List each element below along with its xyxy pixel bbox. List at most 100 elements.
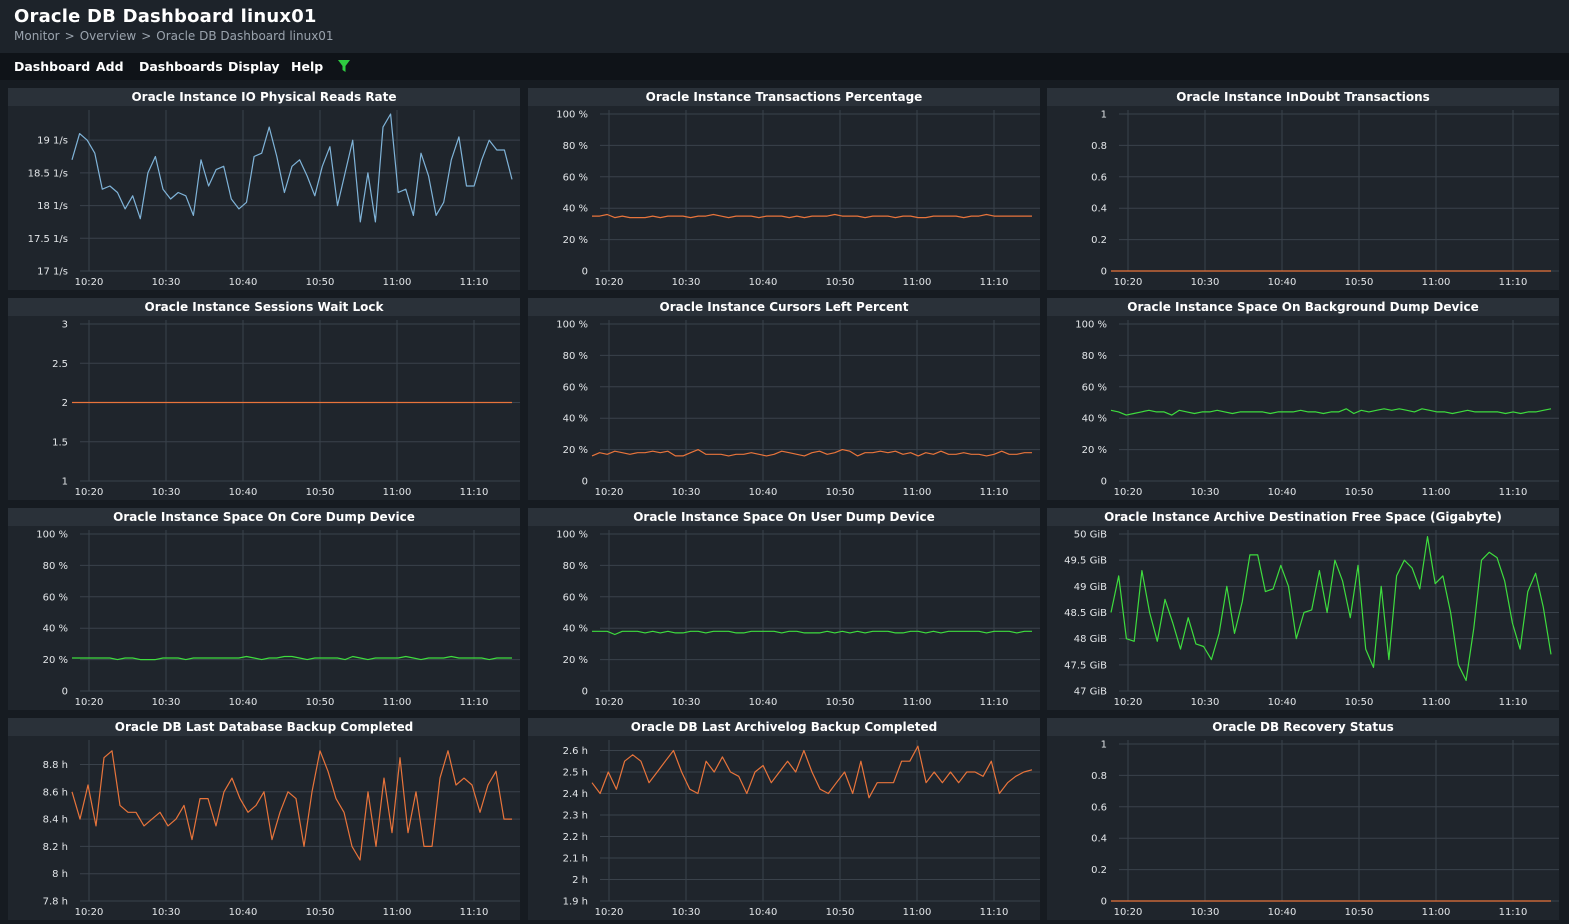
y-tick-label: 20 % (563, 445, 588, 456)
y-tick-label: 0.2 (1091, 235, 1107, 246)
chart-title: Oracle Instance Sessions Wait Lock (8, 298, 520, 316)
x-tick-label: 11:10 (980, 907, 1009, 918)
menu-add[interactable]: Add (96, 59, 124, 74)
y-tick-label: 8.6 h (43, 787, 68, 798)
y-tick-label: 1 (1101, 740, 1107, 751)
x-tick-label: 10:20 (1114, 277, 1143, 288)
x-tick-label: 11:00 (383, 697, 412, 708)
y-tick-label: 2.4 h (563, 789, 588, 800)
line-chart: 0 0.2 0.4 0.6 0.8 1 10:20 10:30 10:40 10:50 11:00 1… (1091, 110, 1559, 288)
x-tick-label: 11:10 (980, 697, 1009, 708)
y-tick-label: 2 (62, 398, 68, 409)
series-line (592, 630, 1032, 636)
chart-panel[interactable]: Oracle Instance Space On User Dump Devic… (528, 508, 1040, 710)
x-tick-label: 11:10 (1499, 277, 1528, 288)
series-line (72, 655, 512, 661)
chart-panel[interactable]: Oracle DB Last Database Backup Completed… (8, 718, 520, 920)
menu-dashboards[interactable]: Dashboards (139, 59, 223, 74)
x-tick-label: 11:10 (460, 277, 489, 288)
x-tick-label: 11:00 (1422, 487, 1451, 498)
x-tick-label: 10:30 (672, 277, 701, 288)
chart-panel[interactable]: Oracle DB Last Archivelog Backup Complet… (528, 718, 1040, 920)
y-tick-label: 18 1/s (37, 201, 68, 212)
x-tick-label: 10:40 (749, 907, 778, 918)
chart-panel[interactable]: Oracle Instance Transactions Percentage 0… (528, 88, 1040, 290)
x-tick-label: 11:00 (1422, 907, 1451, 918)
x-tick-label: 11:00 (383, 277, 412, 288)
x-tick-label: 10:20 (595, 907, 624, 918)
chart-panel[interactable]: Oracle Instance Cursors Left Percent 0 20 … (528, 298, 1040, 500)
chart-panel[interactable]: Oracle Instance Sessions Wait Lock 1 1.5 2 2… (8, 298, 520, 500)
y-tick-label: 0 (62, 687, 68, 698)
y-tick-label: 100 % (556, 110, 588, 121)
chart-panel[interactable]: Oracle Instance Space On Core Dump Devic… (8, 508, 520, 710)
y-tick-label: 2.1 h (563, 853, 588, 864)
x-tick-label: 10:40 (229, 907, 258, 918)
x-tick-label: 11:10 (1499, 697, 1528, 708)
line-chart: 1 1.5 2 2.5 3 10:20 10:30 10:40 10:50 11:00 11:10 (52, 320, 520, 498)
x-tick-label: 11:10 (460, 697, 489, 708)
x-tick-label: 10:30 (672, 487, 701, 498)
x-tick-label: 10:50 (826, 697, 855, 708)
y-tick-label: 60 % (563, 592, 588, 603)
chart-panel[interactable]: Oracle DB Recovery Status 0 0.2 0.4 0.6 0.8 1 1… (1047, 718, 1559, 920)
x-tick-label: 10:20 (595, 487, 624, 498)
breadcrumb-separator: > (64, 29, 75, 43)
chart-title: Oracle Instance IO Physical Reads Rate (8, 88, 520, 106)
x-tick-label: 11:00 (903, 907, 932, 918)
x-tick-label: 11:10 (1499, 487, 1528, 498)
x-tick-label: 11:00 (1422, 277, 1451, 288)
x-tick-label: 10:30 (152, 277, 181, 288)
line-chart: 7.8 h 8 h 8.2 h 8.4 h 8.6 h 8.8 h 10:20 10:30 10… (43, 740, 520, 918)
y-tick-label: 19 1/s (37, 136, 68, 147)
filter-icon[interactable] (337, 58, 351, 74)
x-tick-label: 11:10 (980, 277, 1009, 288)
x-tick-label: 10:40 (229, 277, 258, 288)
line-chart: 0 20 % 40 % 60 % 80 % 100 % 10:20 10:30 10:40 10:… (36, 530, 520, 708)
y-tick-label: 8.2 h (43, 842, 68, 853)
dashboard-grid: Oracle Instance IO Physical Reads Rate 1 7… (0, 88, 1569, 924)
y-tick-label: 100 % (556, 320, 588, 331)
x-tick-label: 10:30 (152, 697, 181, 708)
x-tick-label: 10:50 (306, 277, 335, 288)
y-tick-label: 0 (1101, 267, 1107, 278)
y-tick-label: 3 (62, 320, 68, 331)
chart-panel[interactable]: Oracle Instance Archive Destination Free… (1047, 508, 1559, 710)
y-tick-label: 50 GiB (1074, 530, 1107, 541)
y-tick-label: 0 (1101, 897, 1107, 908)
chart-panel[interactable]: Oracle Instance IO Physical Reads Rate 17… (8, 88, 520, 290)
x-tick-label: 10:50 (1345, 277, 1374, 288)
y-tick-label: 48.5 GiB (1064, 608, 1107, 619)
y-tick-label: 2.2 h (563, 832, 588, 843)
x-tick-label: 10:20 (75, 907, 104, 918)
y-tick-label: 0.4 (1091, 834, 1107, 845)
line-chart: 0 20 % 40 % 60 % 80 % 100 % 10:20 10:30 10:40 10:… (556, 320, 1040, 498)
y-tick-label: 2.5 h (563, 767, 588, 778)
x-tick-label: 10:30 (1191, 697, 1220, 708)
menu-dashboard[interactable]: Dashboard (14, 59, 91, 74)
y-tick-label: 80 % (563, 561, 588, 572)
chart-title: Oracle Instance Transactions Percentage (528, 88, 1040, 106)
y-tick-label: 1.5 (52, 437, 68, 448)
chart-panel[interactable]: Oracle Instance InDoubt Transactions 0 0.2… (1047, 88, 1559, 290)
menu-help[interactable]: Help (291, 59, 324, 74)
x-tick-label: 10:50 (826, 487, 855, 498)
chart-panel[interactable]: Oracle Instance Space On Background Dump… (1047, 298, 1559, 500)
breadcrumb-item-overview[interactable]: Overview (79, 29, 137, 43)
y-tick-label: 40 % (563, 414, 588, 425)
y-tick-label: 7.8 h (43, 897, 68, 908)
breadcrumb-item-monitor[interactable]: Monitor (14, 29, 60, 43)
x-tick-label: 10:40 (749, 697, 778, 708)
x-tick-label: 10:20 (75, 277, 104, 288)
x-tick-label: 11:10 (460, 487, 489, 498)
y-tick-label: 20 % (563, 235, 588, 246)
y-tick-label: 80 % (563, 141, 588, 152)
x-tick-label: 10:40 (1268, 487, 1297, 498)
x-tick-label: 10:50 (826, 277, 855, 288)
line-chart: 0 0.2 0.4 0.6 0.8 1 10:20 10:30 10:40 10:50 11:00 1… (1091, 740, 1559, 918)
y-tick-label: 0 (1101, 477, 1107, 488)
y-tick-label: 1 (62, 477, 68, 488)
menu-display[interactable]: Display (228, 59, 280, 74)
x-tick-label: 10:40 (1268, 277, 1297, 288)
x-tick-label: 10:40 (749, 277, 778, 288)
